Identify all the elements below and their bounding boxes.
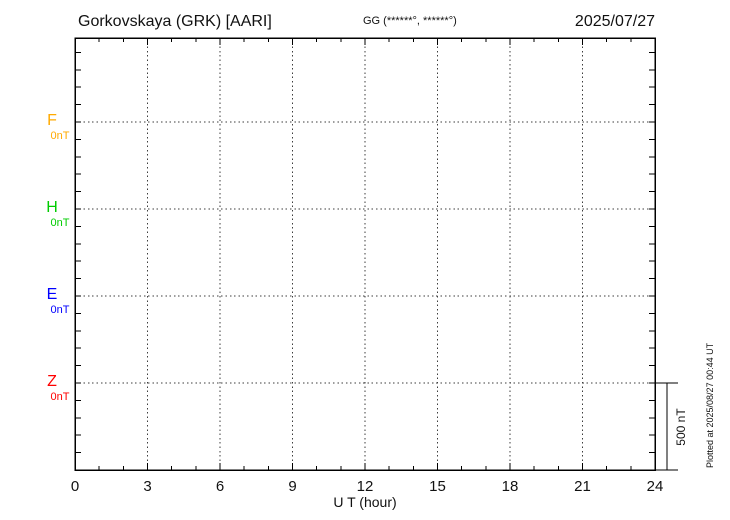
channel-label-z: Z 0nT: [47, 373, 70, 403]
channel-e-letter: E: [47, 286, 58, 303]
channel-f-letter: F: [47, 112, 57, 129]
channel-h-letter: H: [46, 199, 58, 216]
x-tick-24: 24: [647, 478, 664, 495]
station-title: Gorkovskaya (GRK) [AARI]: [78, 13, 272, 30]
time-gridlines: [147, 38, 583, 470]
channel-h-baseline-value: 0nT: [51, 217, 70, 229]
channel-e-baseline-value: 0nT: [51, 304, 70, 316]
x-tick-0: 0: [71, 478, 79, 495]
channel-z-letter: Z: [47, 373, 57, 390]
x-axis-tick-labels: 0 3 6 9 12 15 18 21 24: [71, 478, 664, 495]
x-tick-3: 3: [143, 478, 151, 495]
geographic-coords-label: GG (******°, ******°): [363, 15, 457, 27]
plotted-at-note: Plotted at 2025/08/27 00:44 UT: [705, 342, 715, 468]
amplitude-scale-bar: 500 nT: [655, 382, 688, 471]
axis-ticks: [75, 38, 655, 470]
x-axis-title: U T (hour): [333, 494, 396, 510]
x-tick-6: 6: [216, 478, 224, 495]
x-tick-15: 15: [429, 478, 446, 495]
channel-label-h: H 0nT: [46, 199, 70, 229]
channel-label-f: F 0nT: [47, 112, 70, 142]
channel-z-baseline-value: 0nT: [51, 391, 70, 403]
x-tick-21: 21: [574, 478, 591, 495]
x-tick-12: 12: [357, 478, 374, 495]
channel-f-baseline-value: 0nT: [51, 130, 70, 142]
scale-bar-label: 500 nT: [674, 408, 688, 446]
channel-label-e: E 0nT: [47, 286, 70, 316]
x-tick-9: 9: [288, 478, 296, 495]
x-tick-18: 18: [502, 478, 519, 495]
plot-date: 2025/07/27: [575, 13, 655, 30]
